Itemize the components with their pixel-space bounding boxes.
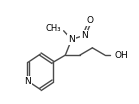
Text: N: N	[68, 35, 75, 44]
Text: OH: OH	[114, 51, 128, 60]
Text: CH₃: CH₃	[46, 24, 61, 33]
Text: O: O	[87, 16, 94, 25]
Text: N: N	[24, 77, 31, 86]
Text: N: N	[81, 31, 87, 40]
